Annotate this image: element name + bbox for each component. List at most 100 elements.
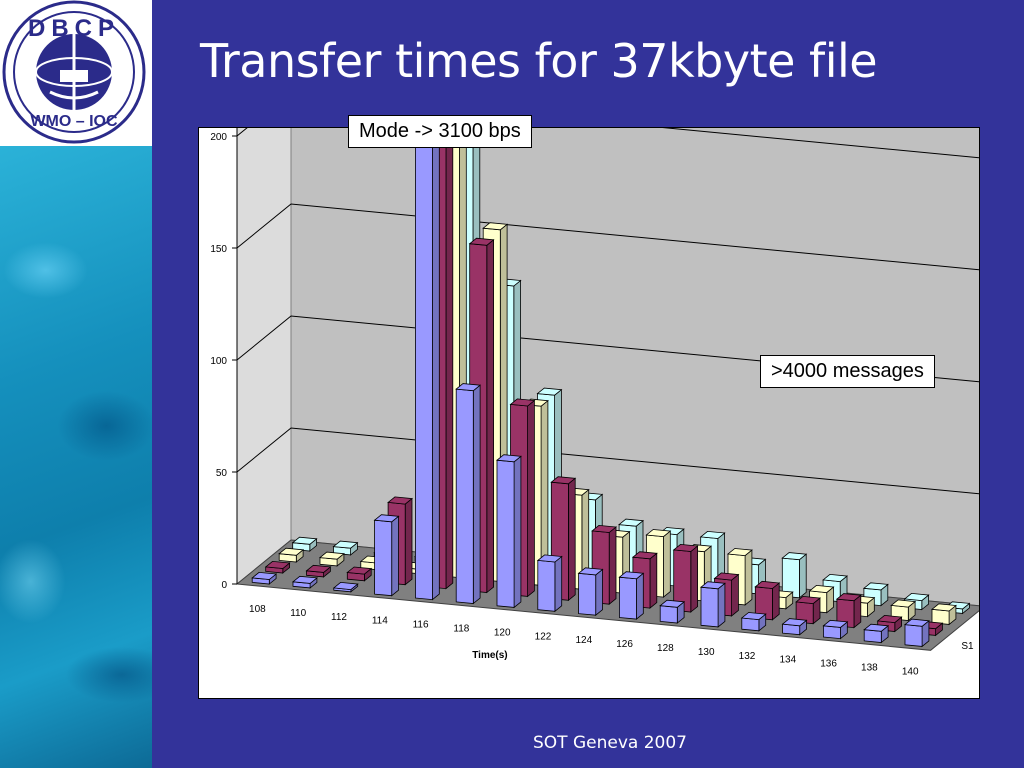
bar-s1-116 <box>414 128 440 601</box>
bar-side <box>744 549 753 606</box>
bar-side <box>486 238 495 594</box>
mode-callout: Mode -> 3100 bps <box>348 115 532 148</box>
bar-top <box>903 592 930 602</box>
y-tick-label: 0 <box>221 580 227 591</box>
messages-callout: >4000 messages <box>760 355 935 388</box>
bar-chart-3d: 0501001502002503003501081101121141161181… <box>210 128 979 677</box>
bar-side <box>472 384 481 605</box>
x-tick-label: 120 <box>494 627 511 638</box>
gridline <box>236 128 979 159</box>
bar-front <box>863 629 882 643</box>
bar-s1-108 <box>251 571 278 585</box>
depth-label: S1 <box>961 641 974 652</box>
bar-front <box>578 572 597 616</box>
x-tick-label: 122 <box>535 631 552 642</box>
bar-front <box>659 605 678 624</box>
bar-side <box>445 128 454 590</box>
bar-top <box>862 582 889 591</box>
bar-top <box>876 614 903 624</box>
bar-side <box>663 530 671 598</box>
bar-side <box>554 555 563 613</box>
bar-top <box>781 552 808 561</box>
bar-top <box>536 554 563 563</box>
bar-top <box>387 496 414 505</box>
bar-top <box>822 619 849 628</box>
bar-s1-122 <box>536 554 563 613</box>
bar-top <box>346 566 373 575</box>
bar-top <box>291 575 318 584</box>
bar-front <box>741 617 760 632</box>
bar-front <box>700 586 719 628</box>
bar-s1-134 <box>781 618 808 636</box>
bar-side <box>649 552 658 609</box>
bar-top <box>699 581 726 590</box>
bar-top <box>795 595 822 605</box>
x-tick-label: 124 <box>575 635 592 646</box>
bar-s3-138 <box>890 599 917 622</box>
bar-side <box>513 455 522 609</box>
x-tick-label: 114 <box>372 616 388 627</box>
bar-s1-130 <box>699 581 726 628</box>
bar-s3-140 <box>930 603 957 626</box>
dbcp-logo-emblem: DBCP WMO – IOC <box>2 0 146 144</box>
slide-footer: SOT Geneva 2007 <box>533 733 687 753</box>
x-tick-label: 126 <box>616 639 633 650</box>
bar-top <box>455 383 482 392</box>
slide-title: Transfer times for 37kbyte file <box>200 34 878 88</box>
bar-side <box>432 128 440 601</box>
bar-s1-112 <box>332 581 359 593</box>
bar-series4-132 <box>781 552 808 599</box>
x-axis-label: Time(s) <box>472 650 507 661</box>
bar-front <box>496 459 515 608</box>
gridline <box>236 427 979 495</box>
bar-side <box>717 582 726 628</box>
bar-side <box>799 553 807 599</box>
chart-area: 0501001502002503003501081101121141161181… <box>198 127 980 699</box>
y-tick-label: 200 <box>210 132 227 143</box>
bar-series2-132 <box>754 580 781 621</box>
bar-top <box>305 564 332 573</box>
bar-top <box>373 514 400 523</box>
bar-top <box>754 580 781 589</box>
x-tick-label: 128 <box>657 643 674 654</box>
y-tick-label: 150 <box>210 244 227 255</box>
bar-side <box>567 477 576 602</box>
bar-top <box>726 548 753 557</box>
bar-top <box>251 571 278 580</box>
y-tick-label: 100 <box>210 356 227 367</box>
bar-front <box>414 128 433 601</box>
bar-side <box>772 582 780 621</box>
x-tick-label: 136 <box>820 659 837 670</box>
bar-series2-134 <box>795 595 822 625</box>
bar-s1-118 <box>455 383 482 605</box>
bar-top <box>550 476 577 485</box>
x-tick-label: 140 <box>902 666 919 677</box>
bar-series2-110 <box>305 564 332 578</box>
bar-front <box>455 388 474 604</box>
bar-top <box>509 398 536 407</box>
bar-top <box>903 618 930 627</box>
bar-top <box>495 454 522 463</box>
bar-top <box>482 222 509 231</box>
bar-top <box>577 567 604 576</box>
bar-top <box>264 560 291 569</box>
bar-side <box>608 526 617 606</box>
gridline <box>236 203 979 271</box>
y-tick-label: 50 <box>216 468 228 479</box>
bar-top <box>645 529 672 538</box>
bar-s1-138 <box>863 623 890 644</box>
bar-series2-128 <box>672 543 699 613</box>
bar-s1-140 <box>903 618 930 648</box>
bar-top <box>618 518 645 527</box>
water-texture-panel <box>0 146 152 768</box>
bar-top <box>781 618 808 627</box>
bar-front <box>904 624 923 647</box>
bar-s1-124 <box>577 567 604 617</box>
bar-side <box>690 545 699 613</box>
bar-top <box>291 536 318 545</box>
bar-side <box>527 399 535 598</box>
side-wall <box>236 128 292 586</box>
bar-top <box>468 237 495 246</box>
gridline <box>236 315 979 383</box>
bar-top <box>699 530 726 539</box>
